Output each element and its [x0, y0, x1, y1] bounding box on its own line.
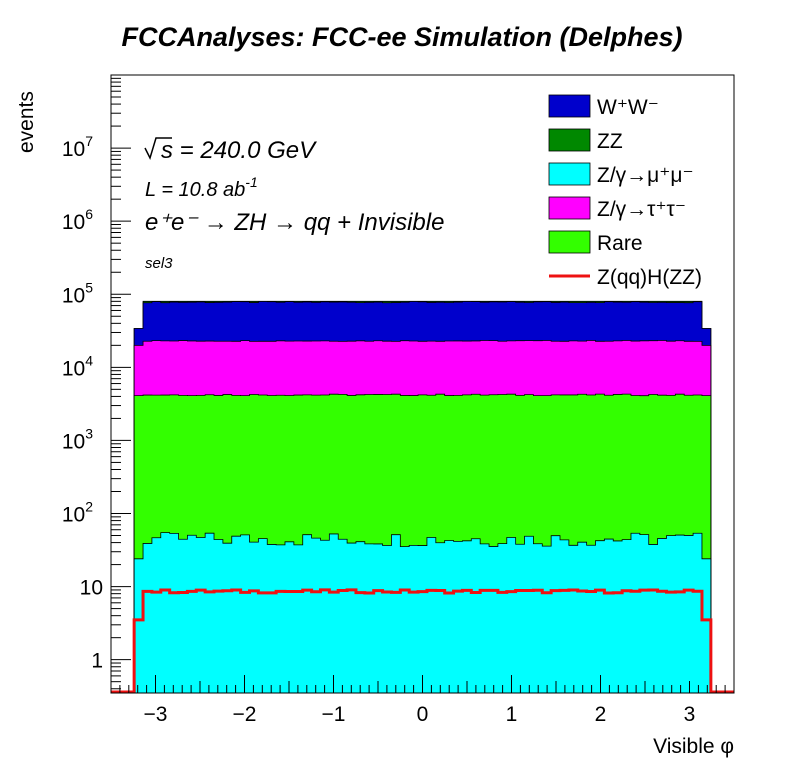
x-tick-label: 0 — [417, 703, 429, 726]
legend-swatch-zz — [548, 128, 591, 152]
legend-label-z-: Z/γ→τ⁺τ⁻ — [597, 198, 686, 221]
x-tick-label: 2 — [595, 703, 607, 726]
legend: W⁺W⁻ ZZ Z/γ→μ⁺μ⁻ Z/γ→τ⁺τ⁻ Rare Z(qq)H(ZZ) — [548, 94, 702, 289]
y-tick-label: 106 — [62, 206, 93, 234]
legend-swatch-z- — [548, 162, 591, 186]
annotation-luminosity-value: L = 10.8 ab — [145, 179, 245, 201]
y-tick-label: 102 — [62, 499, 93, 527]
annotation-process: e⁺e⁻ → ZH → qq + Invisible — [145, 209, 444, 236]
x-axis-ticks: −3 −2 −1 0 1 2 3 — [110, 675, 735, 726]
x-tick-label: 3 — [684, 703, 696, 726]
y-tick-label: 104 — [62, 352, 93, 380]
annotation-selection: sel3 — [145, 255, 173, 272]
legend-swatch-z- — [548, 196, 591, 220]
histogram-stack — [133, 300, 712, 694]
stack-band-z- — [133, 532, 712, 694]
annotation-sqrt-s-text: s = 240.0 GeV — [161, 137, 317, 164]
x-tick-label: −1 — [322, 703, 346, 726]
chart-title: FCCAnalyses: FCC-ee Simulation (Delphes) — [121, 22, 682, 52]
annotation-luminosity: L = 10.8 ab-1 — [145, 174, 258, 201]
y-tick-label: 103 — [62, 425, 93, 453]
legend-label-zz: ZZ — [597, 130, 623, 153]
y-tick-label: 107 — [62, 133, 93, 161]
y-axis-title: events — [15, 91, 38, 153]
y-tick-label: 105 — [62, 279, 93, 307]
signal-line-zqq-hzz — [111, 588, 734, 694]
x-tick-label: −3 — [144, 703, 168, 726]
legend-label-z-qq-h-zz-: Z(qq)H(ZZ) — [597, 266, 702, 289]
legend-swatch-rare — [548, 230, 591, 254]
x-tick-label: −2 — [233, 703, 257, 726]
legend-label-w-w-: W⁺W⁻ — [597, 96, 659, 119]
legend-swatch-w-w- — [548, 94, 591, 118]
sqrt-symbol-icon — [144, 137, 172, 161]
annotation-sqrt-s: s = 240.0 GeV — [144, 137, 317, 164]
y-axis-ticks: 1 10 102 103 104 105 106 107 — [62, 77, 131, 690]
x-tick-label: 1 — [506, 703, 518, 726]
legend-label-z-: Z/γ→μ⁺μ⁻ — [597, 164, 694, 187]
y-tick-label: 1 — [91, 650, 103, 673]
legend-label-rare: Rare — [597, 232, 643, 255]
annotation-luminosity-exponent: -1 — [245, 174, 257, 190]
y-tick-label: 10 — [80, 577, 103, 600]
x-axis-title: Visible φ — [653, 735, 734, 758]
